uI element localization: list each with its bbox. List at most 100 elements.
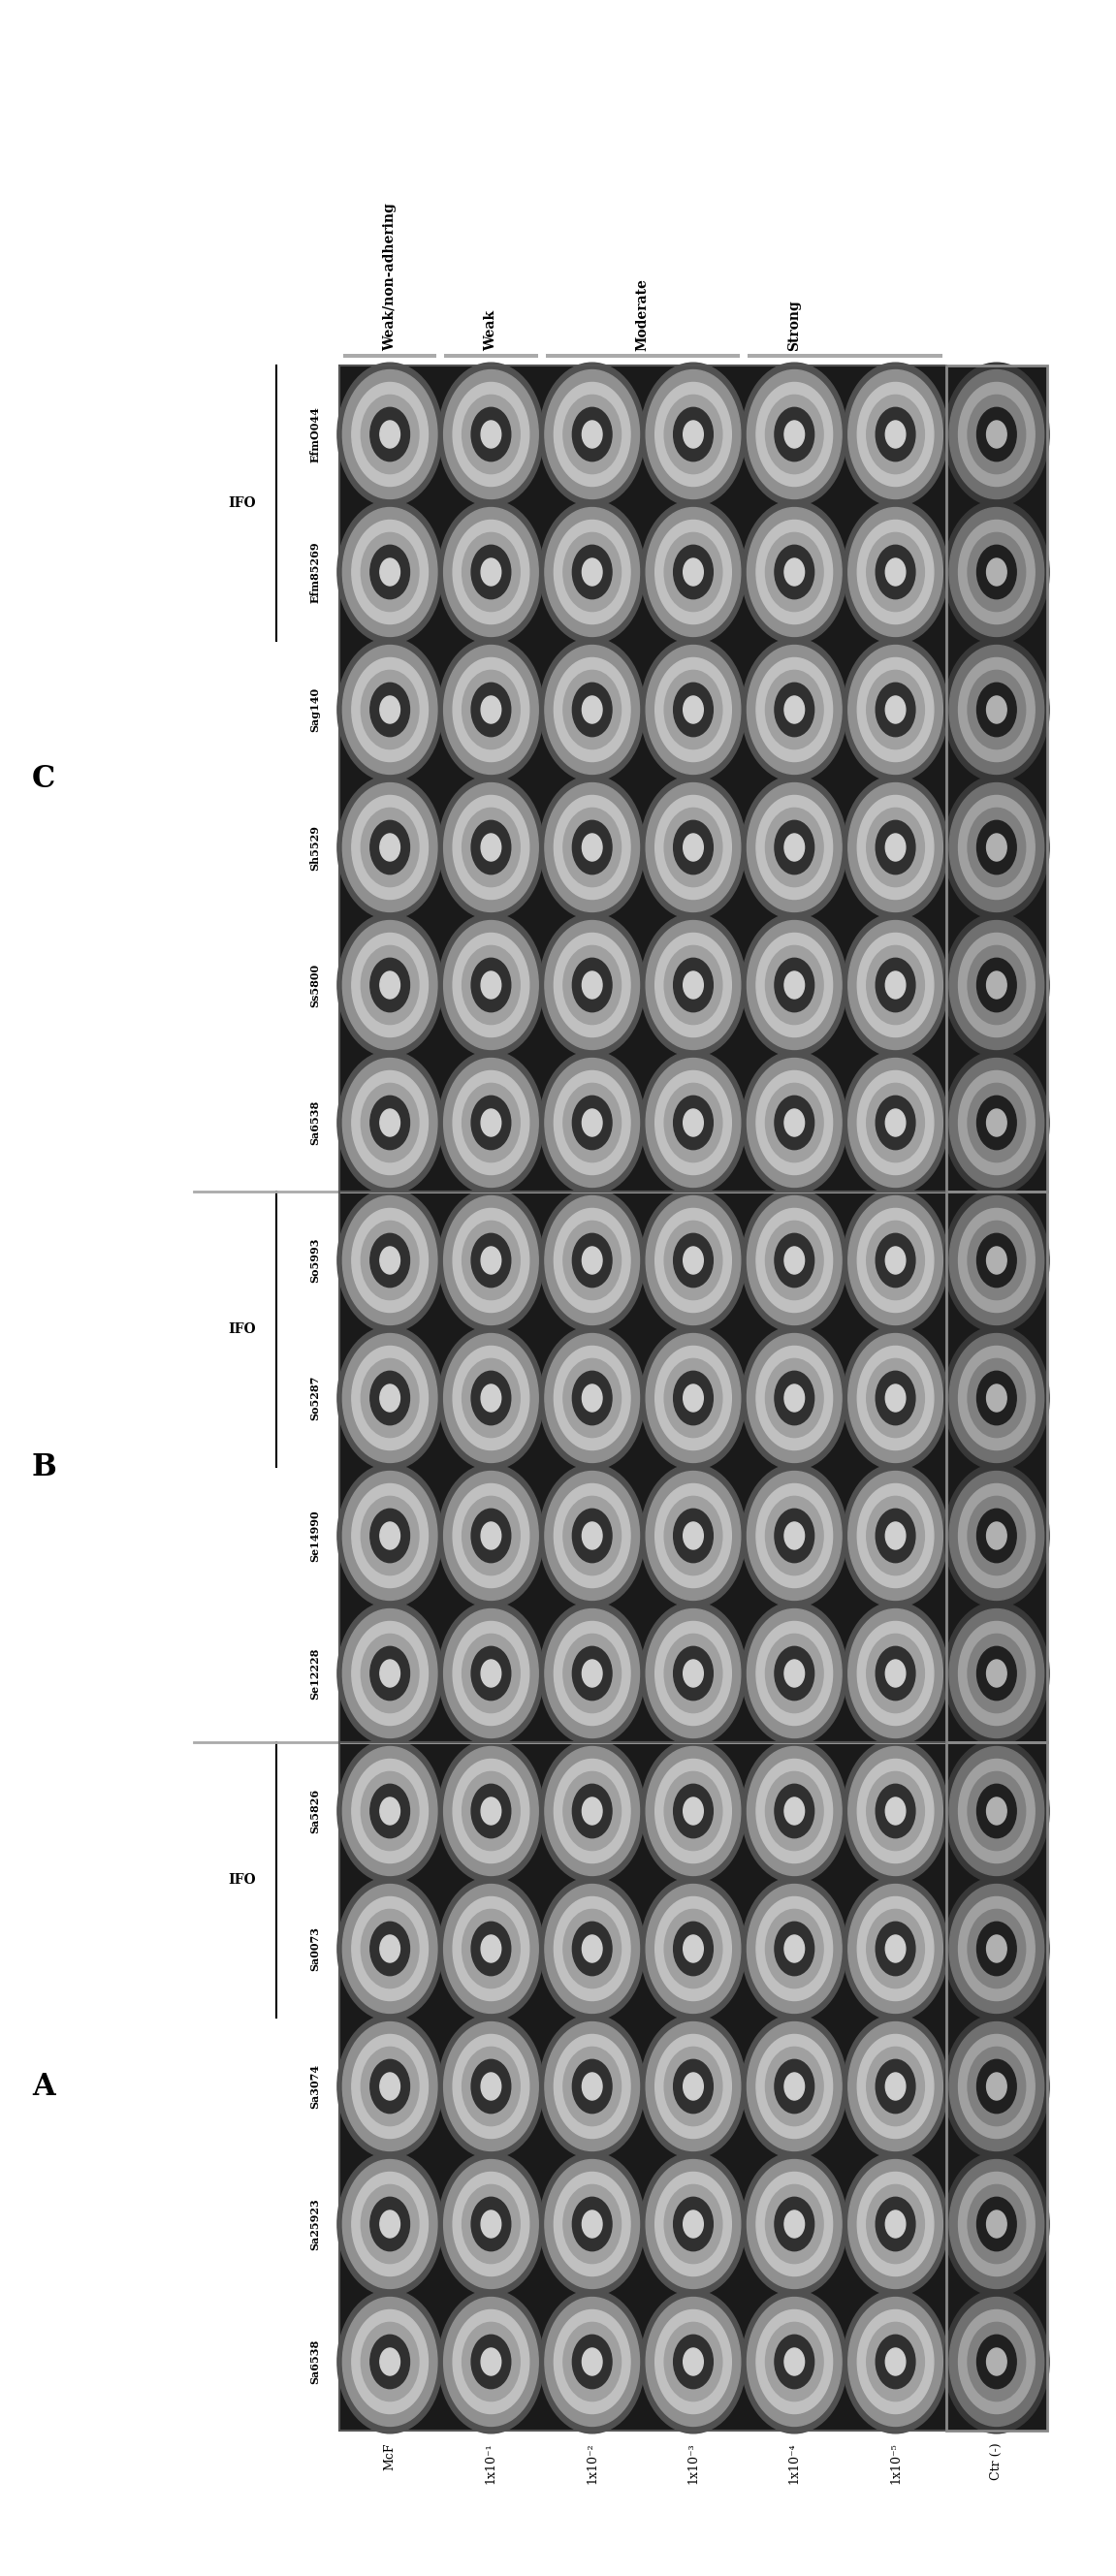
Ellipse shape — [481, 971, 501, 999]
Text: Ss5800: Ss5800 — [310, 963, 320, 1007]
Ellipse shape — [360, 2048, 418, 2125]
Ellipse shape — [453, 1620, 529, 1726]
Ellipse shape — [766, 1497, 824, 1574]
Ellipse shape — [481, 1383, 501, 1412]
Ellipse shape — [843, 500, 949, 644]
Ellipse shape — [674, 2197, 713, 2251]
Ellipse shape — [379, 420, 400, 448]
Text: Se14990: Se14990 — [310, 1510, 320, 1561]
Ellipse shape — [775, 1234, 814, 1288]
Ellipse shape — [379, 2074, 400, 2099]
Ellipse shape — [371, 1370, 410, 1425]
Ellipse shape — [766, 394, 824, 474]
Ellipse shape — [337, 1327, 442, 1471]
Ellipse shape — [866, 533, 924, 611]
Ellipse shape — [683, 2210, 703, 2239]
Text: So5287: So5287 — [310, 1376, 320, 1419]
Ellipse shape — [343, 2022, 437, 2151]
Ellipse shape — [646, 2159, 741, 2287]
Ellipse shape — [959, 796, 1035, 899]
Ellipse shape — [757, 1484, 833, 1587]
Ellipse shape — [554, 1620, 631, 1726]
Ellipse shape — [683, 2074, 703, 2099]
Ellipse shape — [848, 920, 943, 1048]
Ellipse shape — [950, 1195, 1043, 1324]
Ellipse shape — [444, 507, 538, 636]
Ellipse shape — [876, 1922, 915, 1976]
Ellipse shape — [968, 533, 1026, 611]
Ellipse shape — [757, 520, 833, 623]
Ellipse shape — [352, 2172, 429, 2277]
Ellipse shape — [785, 559, 805, 585]
Ellipse shape — [444, 1471, 538, 1600]
Ellipse shape — [564, 2048, 622, 2125]
Ellipse shape — [747, 1883, 841, 2014]
Ellipse shape — [545, 920, 639, 1048]
Ellipse shape — [959, 933, 1035, 1038]
Ellipse shape — [785, 971, 805, 999]
Ellipse shape — [747, 1334, 841, 1463]
Ellipse shape — [785, 1798, 805, 1824]
Ellipse shape — [439, 775, 543, 920]
Ellipse shape — [683, 1247, 703, 1275]
Ellipse shape — [641, 1188, 745, 1332]
Ellipse shape — [766, 1221, 824, 1301]
Ellipse shape — [742, 2290, 847, 2434]
Ellipse shape — [343, 371, 437, 500]
Ellipse shape — [439, 2014, 543, 2159]
Ellipse shape — [674, 1370, 713, 1425]
Ellipse shape — [857, 1072, 934, 1175]
Ellipse shape — [757, 2311, 833, 2414]
Ellipse shape — [444, 2022, 538, 2151]
Ellipse shape — [655, 520, 731, 623]
Ellipse shape — [462, 670, 520, 750]
Ellipse shape — [785, 2349, 805, 2375]
Ellipse shape — [866, 670, 924, 750]
Ellipse shape — [554, 2035, 631, 2138]
Ellipse shape — [950, 1059, 1043, 1188]
Ellipse shape — [554, 1759, 631, 1862]
Ellipse shape — [843, 1188, 949, 1332]
Ellipse shape — [646, 1883, 741, 2014]
Ellipse shape — [379, 1522, 400, 1548]
Ellipse shape — [775, 683, 814, 737]
Ellipse shape — [674, 1510, 713, 1564]
Ellipse shape — [343, 1059, 437, 1188]
Ellipse shape — [439, 2154, 543, 2295]
Text: Sa6538: Sa6538 — [310, 2339, 320, 2385]
Ellipse shape — [371, 683, 410, 737]
Ellipse shape — [444, 644, 538, 775]
Ellipse shape — [379, 1659, 400, 1687]
Ellipse shape — [674, 958, 713, 1012]
Ellipse shape — [583, 1522, 603, 1548]
Ellipse shape — [646, 1747, 741, 1875]
Ellipse shape — [641, 1602, 745, 1744]
Ellipse shape — [352, 1759, 429, 1862]
Ellipse shape — [444, 1610, 538, 1739]
Ellipse shape — [987, 1247, 1007, 1275]
Ellipse shape — [866, 1358, 924, 1437]
Ellipse shape — [583, 2349, 603, 2375]
Ellipse shape — [379, 1247, 400, 1275]
Ellipse shape — [968, 1221, 1026, 1301]
Ellipse shape — [564, 394, 622, 474]
Ellipse shape — [453, 1484, 529, 1587]
Ellipse shape — [360, 1084, 418, 1162]
Ellipse shape — [959, 1208, 1035, 1311]
Ellipse shape — [757, 1620, 833, 1726]
Ellipse shape — [987, 1798, 1007, 1824]
Ellipse shape — [564, 670, 622, 750]
Ellipse shape — [785, 2074, 805, 2099]
Ellipse shape — [976, 1785, 1017, 1837]
Ellipse shape — [655, 1896, 731, 2002]
Ellipse shape — [481, 696, 501, 724]
Ellipse shape — [573, 1370, 612, 1425]
Ellipse shape — [885, 971, 905, 999]
Ellipse shape — [539, 2154, 645, 2295]
Ellipse shape — [337, 363, 442, 505]
Ellipse shape — [944, 1188, 1049, 1332]
Ellipse shape — [337, 1188, 442, 1332]
Ellipse shape — [987, 420, 1007, 448]
Ellipse shape — [968, 1909, 1026, 1989]
Ellipse shape — [573, 2334, 612, 2388]
